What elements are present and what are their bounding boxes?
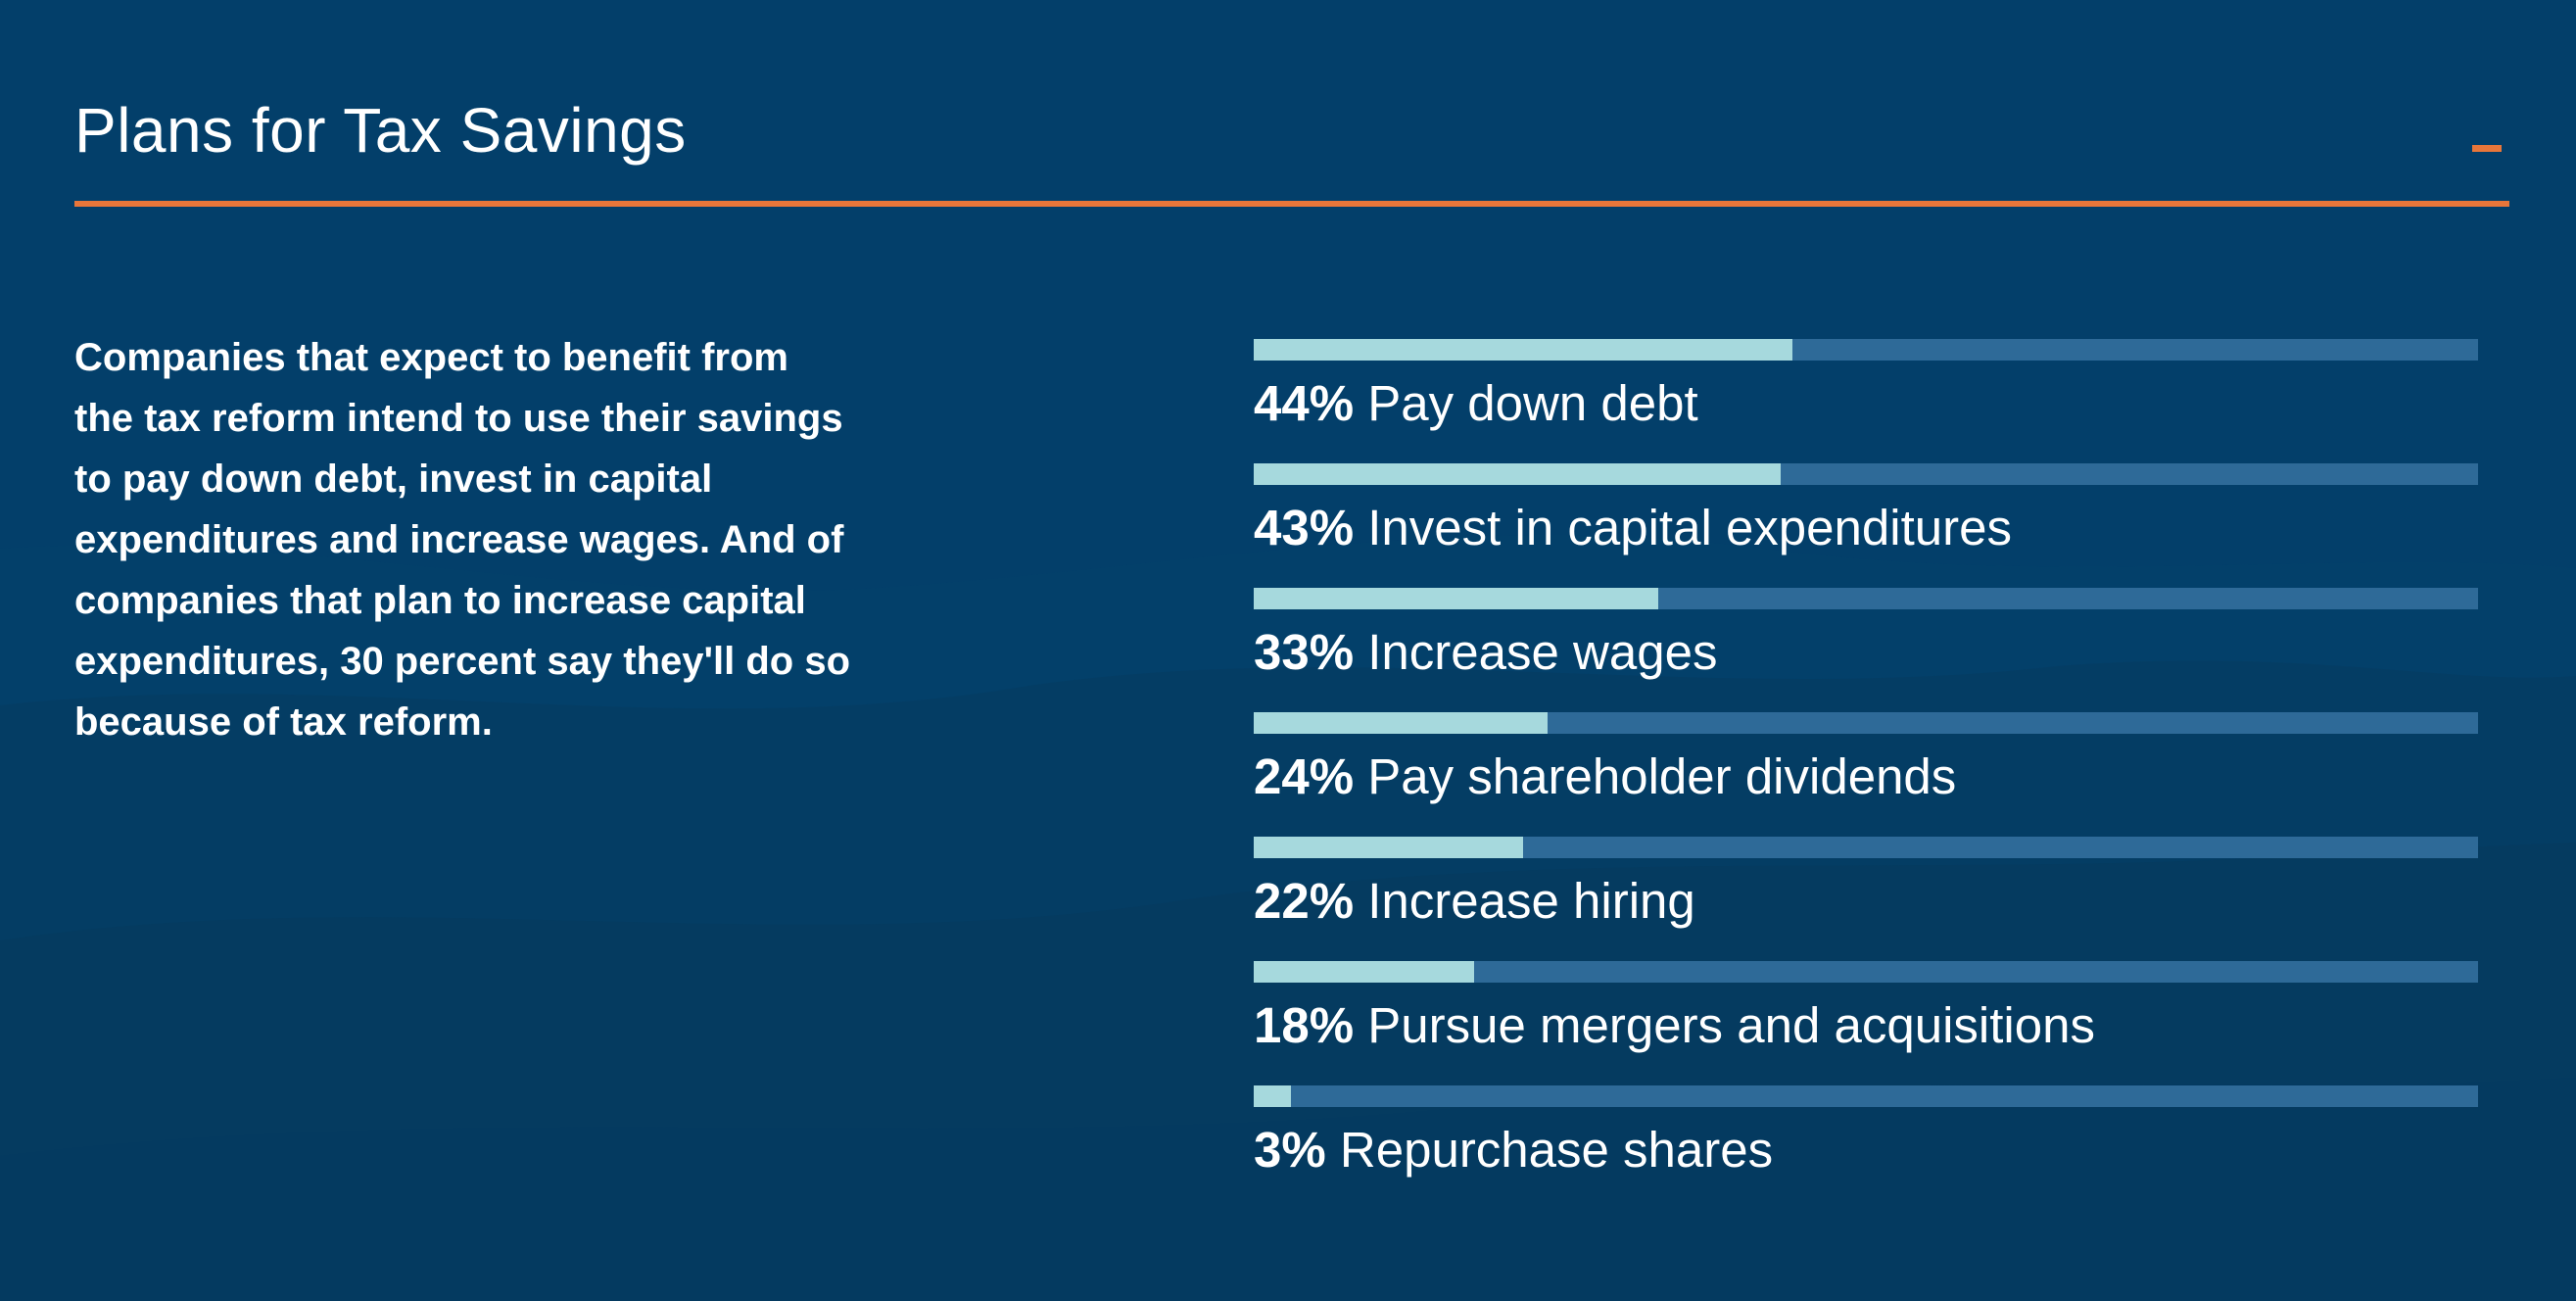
data-label: 22% [1254,873,1355,929]
header-divider [74,201,2509,207]
savings-bar-chart: 44% Pay down debt 43% Invest in capital e… [1254,339,2478,1210]
bar-track [1254,712,2478,734]
bar [1254,961,1474,983]
bar-row: 3% Repurchase shares [1254,1085,2478,1210]
category-label: Invest in capital expenditures [1367,500,2012,555]
category-label: Pursue mergers and acquisitions [1367,997,2095,1053]
data-label: 33% [1254,624,1355,680]
category-label: Pay shareholder dividends [1367,748,1957,804]
bar-track [1254,837,2478,858]
bar-track [1254,463,2478,485]
bar [1254,712,1548,734]
bar-row: 24% Pay shareholder dividends [1254,712,2478,837]
bar-track [1254,339,2478,361]
category-label: Increase wages [1367,624,1718,680]
bar [1254,339,1792,361]
bar-label: 44% Pay down debt [1254,374,1698,432]
bar-row: 44% Pay down debt [1254,339,2478,463]
bar [1254,837,1523,858]
bar [1254,588,1658,609]
data-label: 24% [1254,748,1355,804]
data-label: 18% [1254,997,1355,1053]
collapse-button[interactable] [2443,116,2502,174]
bar-row: 33% Increase wages [1254,588,2478,712]
bar-row: 18% Pursue mergers and acquisitions [1254,961,2478,1085]
bar-label: 22% Increase hiring [1254,872,1695,930]
description-text: Companies that expect to benefit from th… [74,336,851,744]
minus-icon [2472,145,2502,152]
bar-track [1254,588,2478,609]
bar-row: 22% Increase hiring [1254,837,2478,961]
panel-header[interactable]: Plans for Tax Savings [74,86,2509,204]
panel-title: Plans for Tax Savings [74,95,687,166]
bar [1254,463,1781,485]
bar-row: 43% Invest in capital expenditures [1254,463,2478,588]
bar-label: 24% Pay shareholder dividends [1254,747,1956,805]
category-label: Repurchase shares [1339,1122,1774,1178]
bar [1254,1085,1291,1107]
bar-label: 33% Increase wages [1254,623,1717,681]
data-label: 3% [1254,1122,1326,1178]
category-label: Pay down debt [1367,375,1698,431]
bar-label: 43% Invest in capital expenditures [1254,499,2012,556]
bar-label: 18% Pursue mergers and acquisitions [1254,996,2095,1054]
data-label: 44% [1254,375,1355,431]
bar-label: 3% Repurchase shares [1254,1121,1773,1179]
bar-track [1254,961,2478,983]
data-label: 43% [1254,500,1355,555]
category-label: Increase hiring [1367,873,1695,929]
bar-track [1254,1085,2478,1107]
